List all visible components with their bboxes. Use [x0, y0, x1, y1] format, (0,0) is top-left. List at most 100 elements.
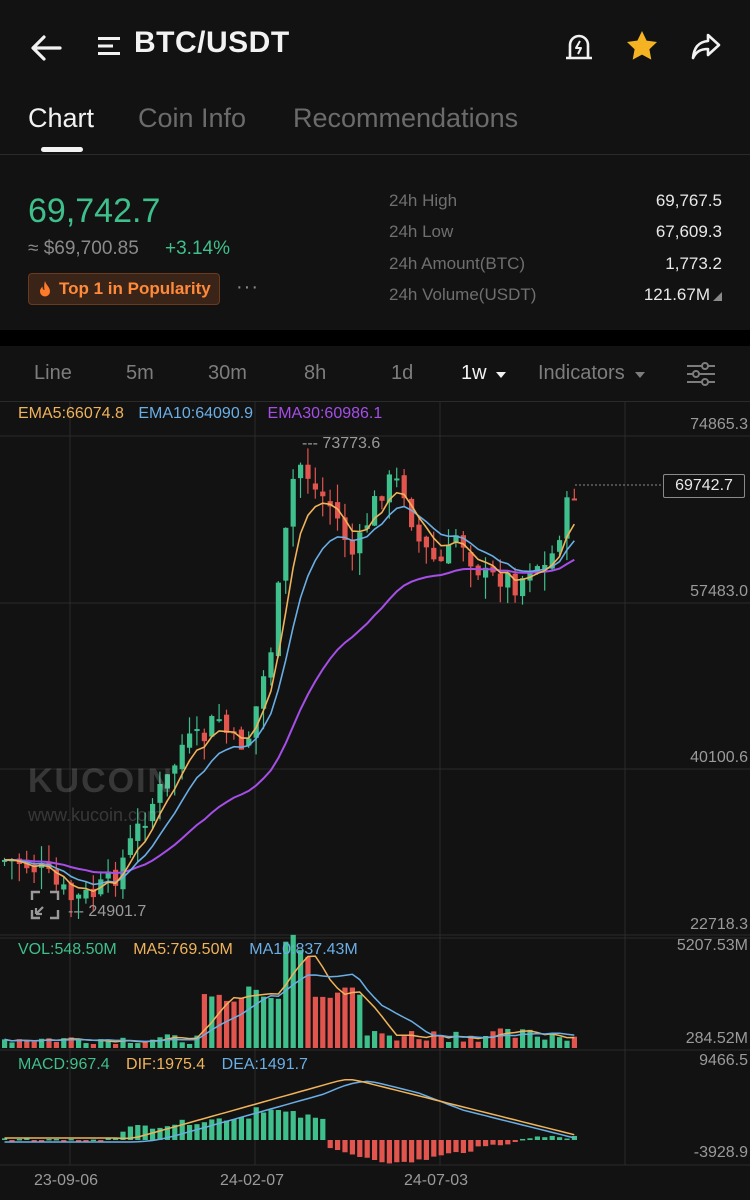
macd-bar: [105, 1138, 111, 1140]
macd-value: MACD:967.4: [18, 1056, 110, 1073]
watermark-logo: KUCOIN: [28, 762, 175, 800]
volume-bar: [320, 996, 326, 1048]
macd-bar: [505, 1140, 511, 1145]
volume-bar: [16, 1039, 22, 1048]
interval-1w[interactable]: 1w: [461, 362, 507, 385]
volume-bar: [105, 1039, 111, 1048]
macd-bar: [290, 1111, 296, 1140]
stat-label-24h-low: 24h Low: [389, 222, 454, 241]
star-icon[interactable]: [624, 28, 660, 64]
candle-body: [409, 498, 415, 528]
macd-bar: [542, 1137, 548, 1140]
price-summary: 69,742.7 ≈ $69,700.85 +3.14% Top 1 in Po…: [0, 158, 750, 330]
macd-bar: [446, 1140, 452, 1154]
macd-bar: [2, 1138, 8, 1140]
macd-bar: [135, 1125, 141, 1140]
candle-body: [349, 539, 355, 555]
candle-series: [2, 448, 577, 919]
tab-recommendations[interactable]: Recommendations: [293, 103, 519, 133]
volume-bar: [61, 1038, 67, 1048]
macd-bar: [127, 1126, 133, 1140]
macd-bar: [238, 1117, 244, 1140]
volume-axis-min: 284.52M: [685, 1030, 748, 1047]
volume-bar: [520, 1029, 526, 1048]
pair-title[interactable]: BTC/USDT: [134, 26, 290, 59]
change-percentage: +3.14%: [165, 238, 230, 259]
ema5-line: [4, 491, 575, 893]
volume-bar: [216, 994, 222, 1048]
share-icon[interactable]: [688, 28, 724, 64]
macd-bar: [150, 1128, 156, 1140]
arrow-left-icon[interactable]: [26, 28, 66, 68]
macd-bar: [320, 1118, 326, 1140]
volume-bar: [179, 1042, 185, 1048]
popularity-badge[interactable]: Top 1 in Popularity: [28, 273, 220, 305]
candle-body: [512, 573, 518, 596]
candle-body: [76, 894, 82, 899]
macd-bar: [283, 1111, 289, 1140]
macd-bar: [527, 1138, 533, 1140]
tab-chart[interactable]: Chart: [28, 103, 95, 133]
interval-1w-label: 1w: [461, 362, 487, 384]
macd-bar: [327, 1140, 333, 1149]
sliders-icon[interactable]: [686, 360, 716, 388]
interval-1d[interactable]: 1d: [391, 362, 414, 384]
candle-body: [157, 783, 163, 803]
candle-body: [283, 527, 289, 581]
interval-5m[interactable]: 5m: [126, 362, 154, 384]
candle-body: [298, 464, 304, 479]
stat-label-24h-high: 24h High: [389, 191, 458, 210]
candle-body: [113, 869, 119, 886]
top-bar: BTC/USDT: [0, 0, 750, 92]
y-axis-label: 74865.3: [690, 416, 748, 433]
more-options-icon[interactable]: ···: [236, 276, 259, 298]
vol-value: VOL:548.50M: [18, 941, 117, 958]
macd-bar: [409, 1140, 415, 1163]
macd-bar: [549, 1135, 555, 1140]
volume-bar: [9, 1042, 15, 1048]
candlestick-chart[interactable]: [0, 402, 750, 1172]
candle-body: [209, 716, 215, 737]
macd-bar: [90, 1139, 96, 1142]
volume-bar: [394, 1040, 400, 1048]
candle-body: [90, 888, 96, 898]
volume-bar: [142, 1040, 148, 1048]
macd-axis-min: -3928.9: [693, 1144, 748, 1161]
candle-body: [201, 732, 207, 742]
ema30-value: EMA30:60986.1: [267, 405, 383, 422]
macd-bar: [438, 1140, 444, 1156]
macd-bar: [490, 1140, 496, 1145]
macd-bar: [571, 1135, 577, 1140]
volume-bar: [127, 1043, 133, 1048]
volume-bar: [157, 1037, 163, 1048]
macd-bar: [61, 1140, 67, 1142]
tab-coin-info[interactable]: Coin Info: [138, 103, 247, 133]
interval-line[interactable]: Line: [34, 362, 72, 384]
candle-body: [187, 733, 193, 748]
macd-bar: [9, 1140, 15, 1142]
stat-value-24h-amount: 1,773.2: [665, 254, 722, 273]
candle-body: [253, 706, 259, 738]
price-alert-icon[interactable]: [561, 28, 597, 64]
interval-8h[interactable]: 8h: [304, 362, 327, 384]
macd-bar: [268, 1109, 274, 1140]
volume-bar: [342, 987, 348, 1048]
volume-bar: [512, 1037, 518, 1048]
candle-body: [564, 497, 570, 539]
high-marker: --- 73773.6: [302, 435, 381, 452]
indicators-menu[interactable]: Indicators: [538, 362, 646, 385]
macd-bar: [298, 1117, 304, 1140]
volume-bar: [135, 1043, 141, 1048]
macd-bar: [312, 1117, 318, 1140]
macd-histogram: [2, 1079, 577, 1164]
candle-body: [379, 496, 385, 501]
menu-lines-icon[interactable]: [96, 32, 124, 60]
interval-30m[interactable]: 30m: [208, 362, 247, 384]
expand-icon[interactable]: [28, 888, 62, 922]
volume-bar: [372, 1031, 378, 1048]
section-divider: [0, 330, 750, 346]
volume-bar: [564, 1040, 570, 1048]
volume-bar: [327, 997, 333, 1048]
volume-bar: [298, 950, 304, 1048]
volume-bar: [268, 997, 274, 1048]
